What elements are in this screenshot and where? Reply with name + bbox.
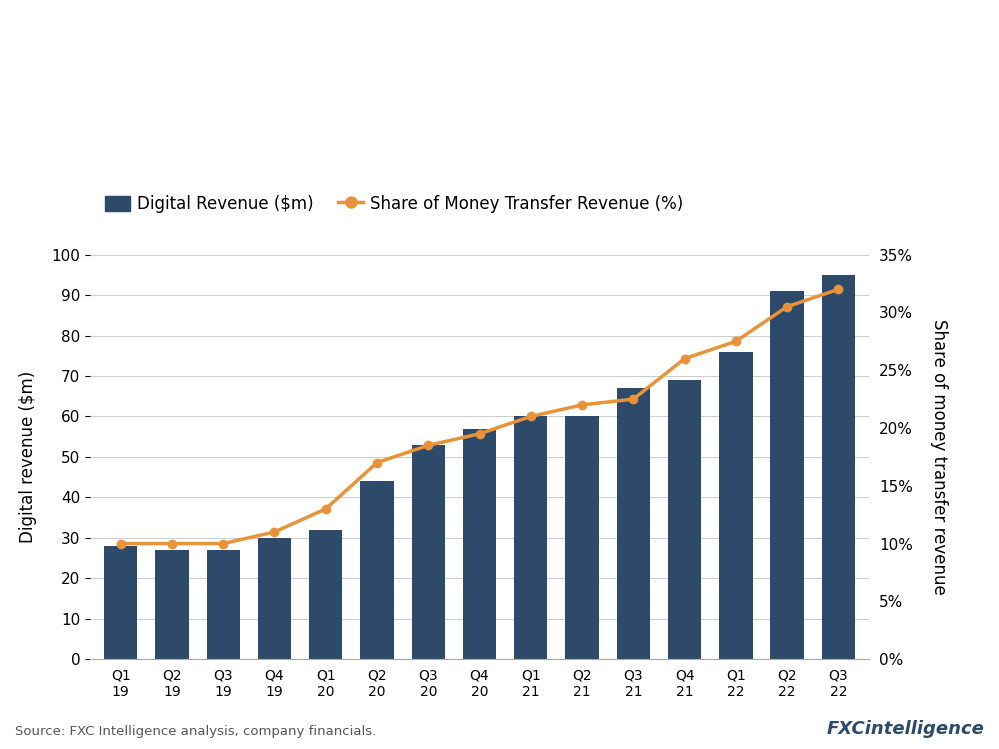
Bar xyxy=(822,275,855,659)
Bar xyxy=(463,428,497,659)
Legend: Digital Revenue ($m), Share of Money Transfer Revenue (%): Digital Revenue ($m), Share of Money Tra… xyxy=(98,188,689,219)
Bar xyxy=(258,538,291,659)
Bar xyxy=(514,416,547,659)
Bar xyxy=(207,550,240,659)
Y-axis label: Digital revenue ($m): Digital revenue ($m) xyxy=(19,371,37,543)
Bar xyxy=(565,416,598,659)
Bar xyxy=(361,481,394,659)
Bar xyxy=(412,445,445,659)
Bar xyxy=(309,530,343,659)
Bar xyxy=(616,388,650,659)
Text: FXCintelligence: FXCintelligence xyxy=(826,720,984,738)
Y-axis label: Share of money transfer revenue: Share of money transfer revenue xyxy=(929,319,947,595)
Bar xyxy=(668,380,701,659)
Bar xyxy=(719,352,752,659)
Bar xyxy=(104,546,137,659)
Text: Source: FXC Intelligence analysis, company financials.: Source: FXC Intelligence analysis, compa… xyxy=(15,725,377,738)
Text: MoneyGram digital revenues and share of money transfer revenue: MoneyGram digital revenues and share of … xyxy=(15,109,712,129)
Text: MoneyGram digital revenue continues to gain share: MoneyGram digital revenue continues to g… xyxy=(15,33,789,59)
Bar xyxy=(770,291,804,659)
Bar xyxy=(155,550,189,659)
